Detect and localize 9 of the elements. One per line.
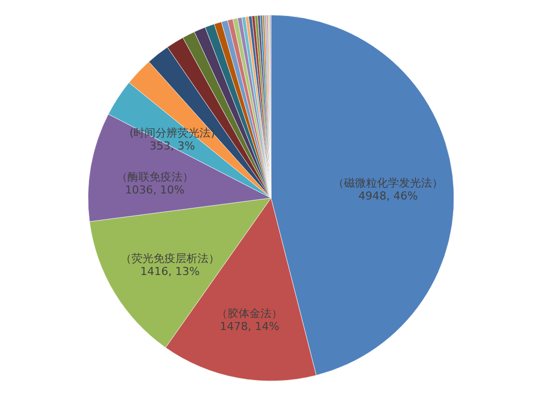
data-label: 4948, 46%	[358, 189, 418, 202]
slice-label: （酶联免疫法）	[116, 170, 194, 184]
slice-label: （荧光免疫层析法）	[120, 252, 220, 265]
data-label: 1416, 13%	[140, 264, 200, 278]
slice-label: （胶体金法）	[216, 307, 283, 320]
slice-label: （磁微粒化学发光法）	[333, 176, 444, 190]
data-label: 1478, 14%	[220, 320, 280, 334]
data-label: 353, 3%	[150, 139, 195, 152]
data-label: 1036, 10%	[125, 184, 184, 197]
